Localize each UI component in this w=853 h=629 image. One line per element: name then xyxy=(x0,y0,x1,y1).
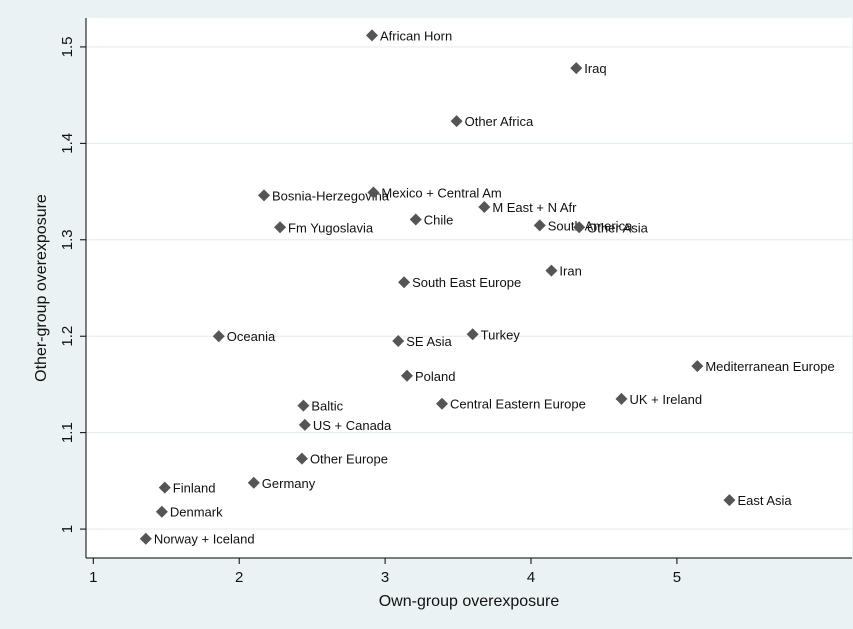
data-point xyxy=(297,399,310,412)
y-tick-label: 1.5 xyxy=(59,36,76,57)
y-axis-ticks: 1 1.1 1.2 1.3 1.4 1.5 xyxy=(59,36,86,533)
data-label: African Horn xyxy=(380,28,452,43)
data-point xyxy=(367,186,380,199)
data-label: Oceania xyxy=(227,329,276,344)
data-point xyxy=(139,532,152,545)
x-axis-title: Own-group overexposure xyxy=(379,593,560,610)
x-tick-label: 5 xyxy=(673,569,681,586)
data-point xyxy=(615,392,628,405)
data-label: Mediterranean Europe xyxy=(705,359,834,374)
data-point xyxy=(533,219,546,232)
data-point xyxy=(392,335,405,348)
data-label: UK + Ireland xyxy=(629,392,702,407)
data-label: Germany xyxy=(262,476,316,491)
data-label: Iran xyxy=(559,264,581,279)
y-tick-label: 1.3 xyxy=(59,229,76,250)
data-label: Finland xyxy=(173,481,216,496)
y-tick-label: 1 xyxy=(59,525,76,533)
data-label: SE Asia xyxy=(406,334,452,349)
data-point xyxy=(570,62,583,75)
data-label: Other Asia xyxy=(587,220,648,235)
data-point xyxy=(274,221,287,234)
data-point xyxy=(212,330,225,343)
data-point xyxy=(545,264,558,277)
data-point xyxy=(409,213,422,226)
data-point xyxy=(155,505,168,518)
data-label: Norway + Iceland xyxy=(154,532,255,547)
data-point xyxy=(247,476,260,489)
data-label: Other Africa xyxy=(465,114,534,129)
plot-area xyxy=(86,18,852,558)
data-label: Baltic xyxy=(311,399,343,414)
data-label: Other Europe xyxy=(310,452,388,467)
data-point xyxy=(258,189,271,202)
y-axis-title: Other-group overexposure xyxy=(33,194,50,382)
data-point xyxy=(298,418,311,431)
data-label: Turkey xyxy=(481,327,521,342)
data-label: Mexico + Central Am xyxy=(381,186,501,201)
y-tick-label: 1.4 xyxy=(59,133,76,154)
data-points: African Horn Iraq Other Africa Bosnia-Herze… xyxy=(139,28,835,547)
data-label: Fm Yugoslavia xyxy=(288,220,374,235)
data-label: Iraq xyxy=(584,61,606,76)
data-label: US + Canada xyxy=(313,418,392,433)
data-point xyxy=(400,369,413,382)
data-label: East Asia xyxy=(737,493,792,508)
x-tick-label: 4 xyxy=(527,569,535,586)
x-axis-ticks: 1 2 3 4 5 xyxy=(89,558,681,586)
data-point xyxy=(450,115,463,128)
data-point xyxy=(723,494,736,507)
data-label: Poland xyxy=(415,369,455,384)
data-point xyxy=(691,360,704,373)
data-point xyxy=(295,452,308,465)
data-label: M East + N Afr xyxy=(492,200,577,215)
data-label: Denmark xyxy=(170,505,223,520)
data-point xyxy=(478,201,491,213)
data-point xyxy=(573,221,586,234)
x-tick-label: 2 xyxy=(235,569,243,586)
x-tick-label: 3 xyxy=(381,569,389,586)
data-label: Bosnia-Herzegovina xyxy=(272,188,390,203)
data-point xyxy=(436,397,449,410)
data-point xyxy=(466,328,479,341)
y-tick-label: 1.2 xyxy=(59,326,76,347)
x-tick-label: 1 xyxy=(89,569,97,586)
data-label: South America xyxy=(548,218,633,233)
data-label: South East Europe xyxy=(412,275,521,290)
data-point xyxy=(158,481,171,494)
y-tick-label: 1.1 xyxy=(59,422,76,443)
data-label: Chile xyxy=(424,213,454,228)
data-point xyxy=(398,276,411,289)
data-point xyxy=(365,29,378,42)
data-label: Central Eastern Europe xyxy=(450,397,586,412)
